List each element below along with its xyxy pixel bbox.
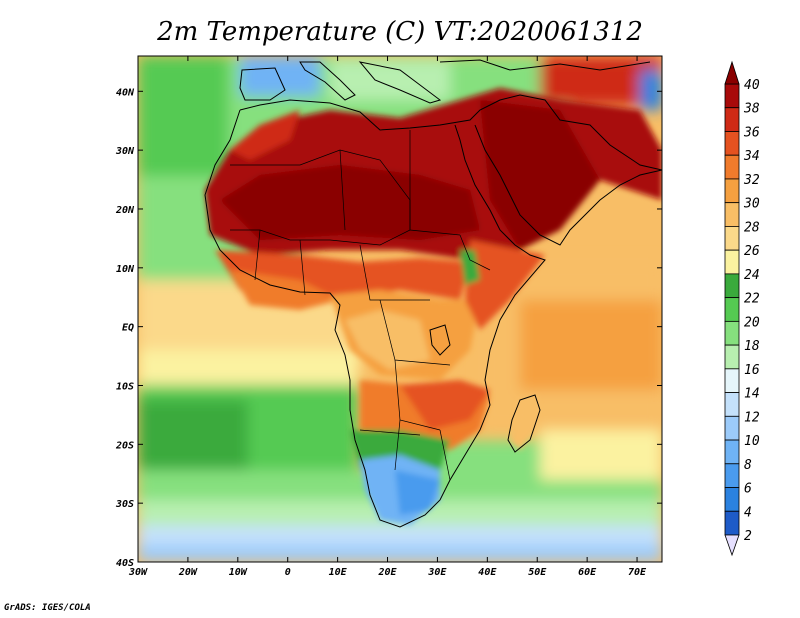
colorbar-box [724, 463, 740, 488]
lon-tick-label: 0 [285, 567, 291, 578]
colorbar-level-label: 12 [744, 410, 760, 425]
colorbar-box [724, 368, 740, 393]
lat-tick-label: 40S [116, 558, 134, 569]
lat-tick-label: 10S [116, 381, 134, 392]
colorbar-box [724, 178, 740, 204]
lon-tick-label: 30E [427, 567, 447, 578]
colorbar-level-label: 16 [744, 363, 760, 378]
colorbar-level-label: 22 [744, 292, 760, 307]
lat-tick-label: EQ [122, 323, 134, 334]
colorbar-box [724, 226, 740, 251]
lat-tick-label: 20N [115, 205, 135, 216]
colorbar-level-label: 30 [743, 197, 760, 212]
colorbar-box [724, 344, 740, 370]
colorbar-level-label: 2 [744, 529, 752, 544]
country-borders [230, 130, 491, 481]
colorbar-level-label: 4 [744, 505, 752, 520]
colorbar: 40 38 36 34 32 30 28 26 24 22 20 18 16 14 12 10 8 6 4 2 [724, 60, 760, 557]
lat-tick-label: 30N [115, 146, 135, 157]
lon-tick-label: 10W [229, 567, 248, 578]
colorbar-level-label: 36 [743, 125, 760, 140]
lon-tick-label: 30W [128, 567, 148, 578]
lon-tick-label: 10E [329, 567, 348, 578]
colorbar-box [724, 510, 740, 536]
colorbar-level-label: 32 [743, 173, 760, 188]
colorbar-level-label: 34 [743, 149, 760, 164]
colorbar-level-label: 24 [744, 268, 760, 283]
colorbar-box [724, 392, 740, 417]
coastlines [204, 59, 662, 528]
lat-tick-label: 10N [116, 264, 135, 275]
colorbar-min-triangle [724, 534, 740, 557]
colorbar-box [724, 487, 740, 512]
colorbar-level-label: 14 [744, 387, 760, 402]
colorbar-box [724, 131, 740, 156]
colorbar-level-label: 26 [744, 244, 760, 259]
longitude-ticks: 30W 20W 10W 0 10E 20E 30E 40E 50E 60E 70E [128, 56, 647, 578]
lon-tick-label: 70E [628, 567, 647, 578]
map-title: 2m Temperature (C) VT:2020061312 [156, 17, 643, 47]
grads-credit: GrADS: IGES/COLA [4, 603, 91, 613]
lon-tick-label: 50E [528, 567, 547, 578]
colorbar-level-label: 40 [744, 78, 760, 93]
colorbar-level-label: 38 [743, 102, 760, 117]
colorbar-level-label: 18 [744, 339, 760, 354]
colorbar-level-label: 28 [744, 220, 760, 235]
temperature-field [138, 56, 662, 562]
latitude-ticks: 40N 30N 20N 10N EQ 10S 20S 30S 40S [115, 87, 662, 569]
colorbar-level-label: 8 [744, 458, 752, 473]
lon-tick-label: 60E [578, 567, 597, 578]
lon-tick-label: 20W [178, 567, 198, 578]
lat-tick-label: 20S [115, 440, 134, 451]
colorbar-level-label: 10 [744, 434, 760, 449]
colorbar-max-triangle [724, 60, 740, 85]
colorbar-box [724, 83, 740, 109]
colorbar-box [724, 320, 740, 346]
lat-tick-label: 40N [116, 87, 135, 98]
colorbar-box [724, 415, 740, 441]
colorbar-box [724, 107, 740, 132]
lon-tick-label: 40E [478, 567, 497, 578]
colorbar-box [724, 249, 740, 275]
colorbar-box [724, 439, 740, 465]
map-frame [137, 55, 663, 563]
colorbar-box [724, 297, 740, 322]
colorbar-level-label: 20 [744, 315, 760, 330]
colorbar-box [724, 202, 740, 227]
colorbar-level-label: 6 [744, 482, 752, 497]
colorbar-box [724, 273, 740, 299]
colorbar-box [724, 154, 740, 180]
lat-tick-label: 30S [115, 499, 134, 510]
lon-tick-label: 20E [377, 567, 397, 578]
